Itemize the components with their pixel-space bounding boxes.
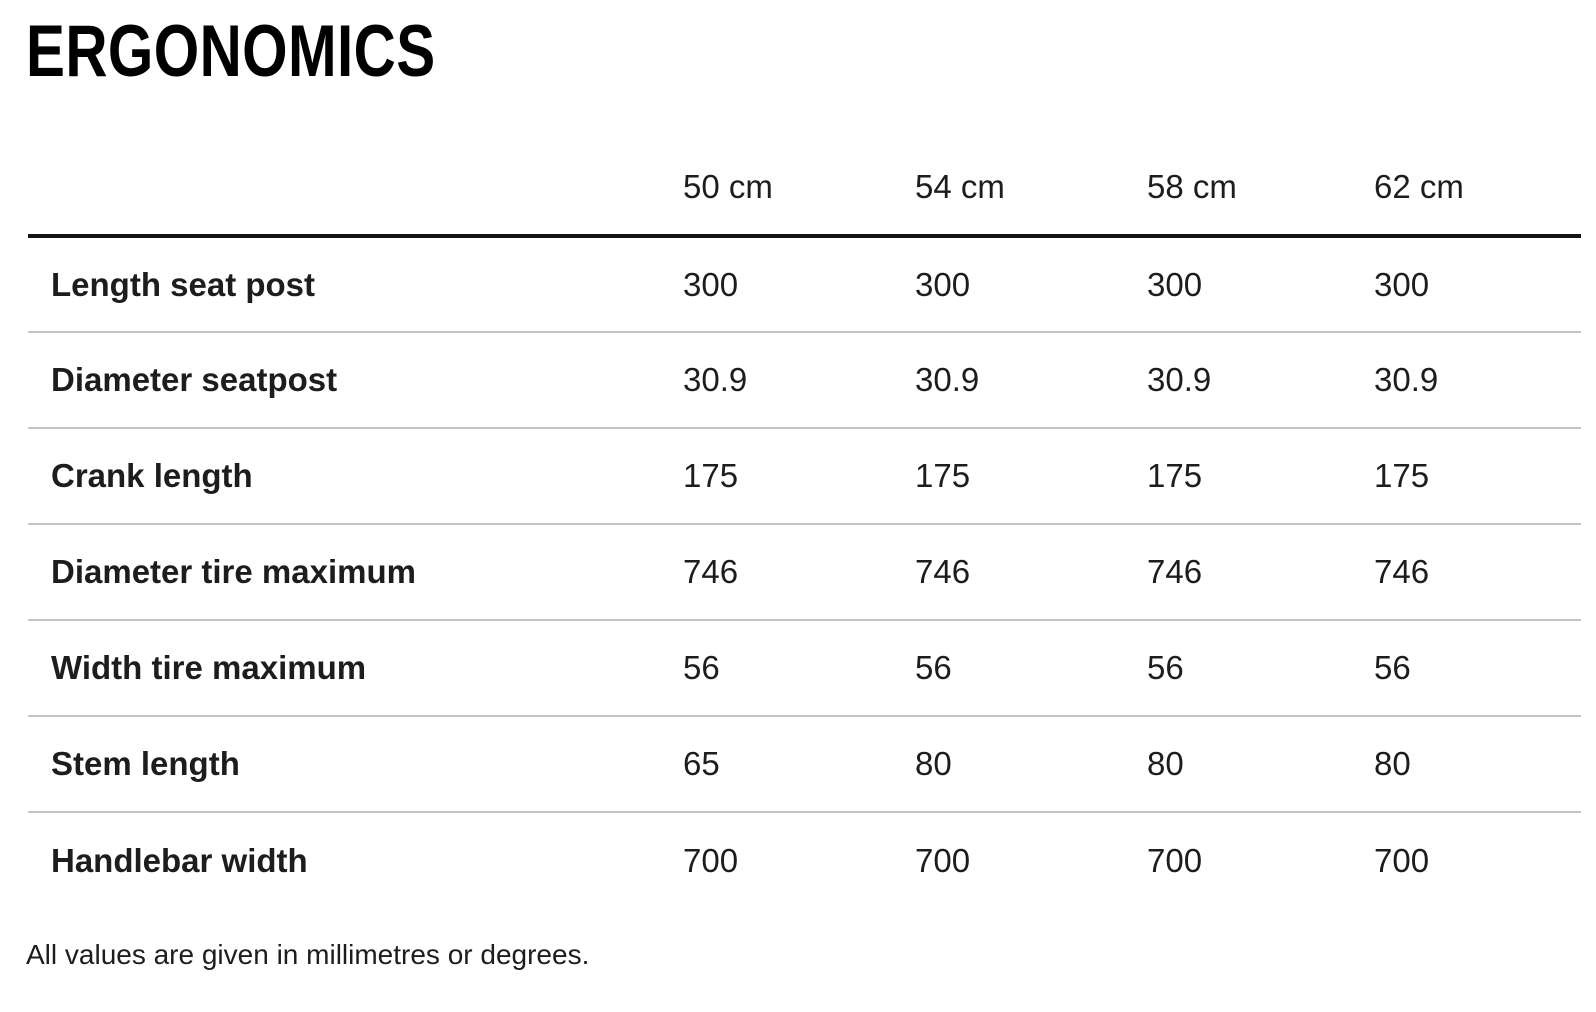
cell-value: 80 (1374, 715, 1581, 812)
cell-value: 56 (1147, 619, 1374, 716)
ergonomics-table: 50 cm 54 cm 58 cm 62 cm Length seat post… (28, 140, 1581, 908)
row-label: Width tire maximum (28, 619, 683, 716)
row-label: Handlebar width (28, 811, 683, 908)
column-header-50cm: 50 cm (683, 140, 915, 238)
table-header-row: 50 cm 54 cm 58 cm 62 cm (28, 140, 1581, 238)
cell-value: 746 (683, 523, 915, 620)
column-header-62cm: 62 cm (1374, 140, 1581, 238)
cell-value: 300 (1147, 265, 1203, 303)
cell-value: 80 (1147, 715, 1374, 812)
table-row-stem-length: Stem length 65 80 80 80 (28, 715, 1581, 812)
cell-value: 700 (915, 811, 1147, 908)
cell-value: 175 (915, 427, 1147, 524)
row-label: Diameter seatpost (28, 331, 683, 428)
cell-value: 746 (1374, 523, 1581, 620)
cell-value: 56 (915, 619, 1147, 716)
cell-value: 56 (683, 619, 915, 716)
cell-value: 175 (1147, 427, 1374, 524)
table-row-diameter-seatpost: Diameter seatpost 30.9 30.9 30.9 30.9 (28, 331, 1581, 428)
cell-value: 300 (683, 265, 739, 303)
page-title: ERGONOMICS (26, 10, 1581, 94)
row-label: Length seat post (51, 265, 316, 303)
cell-value: 700 (1374, 811, 1581, 908)
table-row-handlebar-width: Handlebar width 700 700 700 700 (28, 811, 1581, 908)
cell-value: 300 (915, 265, 971, 303)
cell-value: 56 (1374, 619, 1581, 716)
table-row-crank-length: Crank length 175 175 175 175 (28, 427, 1581, 524)
cell-value: 175 (1374, 427, 1581, 524)
units-footnote: All values are given in millimetres or d… (26, 939, 590, 970)
cell-value: 300 (1374, 265, 1430, 303)
cell-value: 30.9 (1374, 331, 1581, 428)
row-label: Diameter tire maximum (28, 523, 683, 620)
cell-value: 175 (683, 427, 915, 524)
cell-value: 30.9 (683, 331, 915, 428)
cell-value: 700 (683, 811, 915, 908)
cell-value: 746 (1147, 523, 1374, 620)
cell-value: 700 (1147, 811, 1374, 908)
cell-value: 65 (683, 715, 915, 812)
cell-value: 746 (915, 523, 1147, 620)
row-label-column-header (28, 140, 683, 238)
column-header-58cm: 58 cm (1147, 140, 1374, 238)
cell-value: 30.9 (1147, 331, 1374, 428)
table-row-length-seat-post: Length seat post 300 300 300 300 (28, 236, 1581, 332)
column-header-54cm: 54 cm (915, 140, 1147, 238)
row-label: Crank length (28, 427, 683, 524)
table-row-diameter-tire-maximum: Diameter tire maximum 746 746 746 746 (28, 523, 1581, 620)
table-row-width-tire-maximum: Width tire maximum 56 56 56 56 (28, 619, 1581, 716)
row-label: Stem length (28, 715, 683, 812)
page-title-text: ERGONOMICS (26, 11, 436, 92)
cell-value: 30.9 (915, 331, 1147, 428)
cell-value: 80 (915, 715, 1147, 812)
